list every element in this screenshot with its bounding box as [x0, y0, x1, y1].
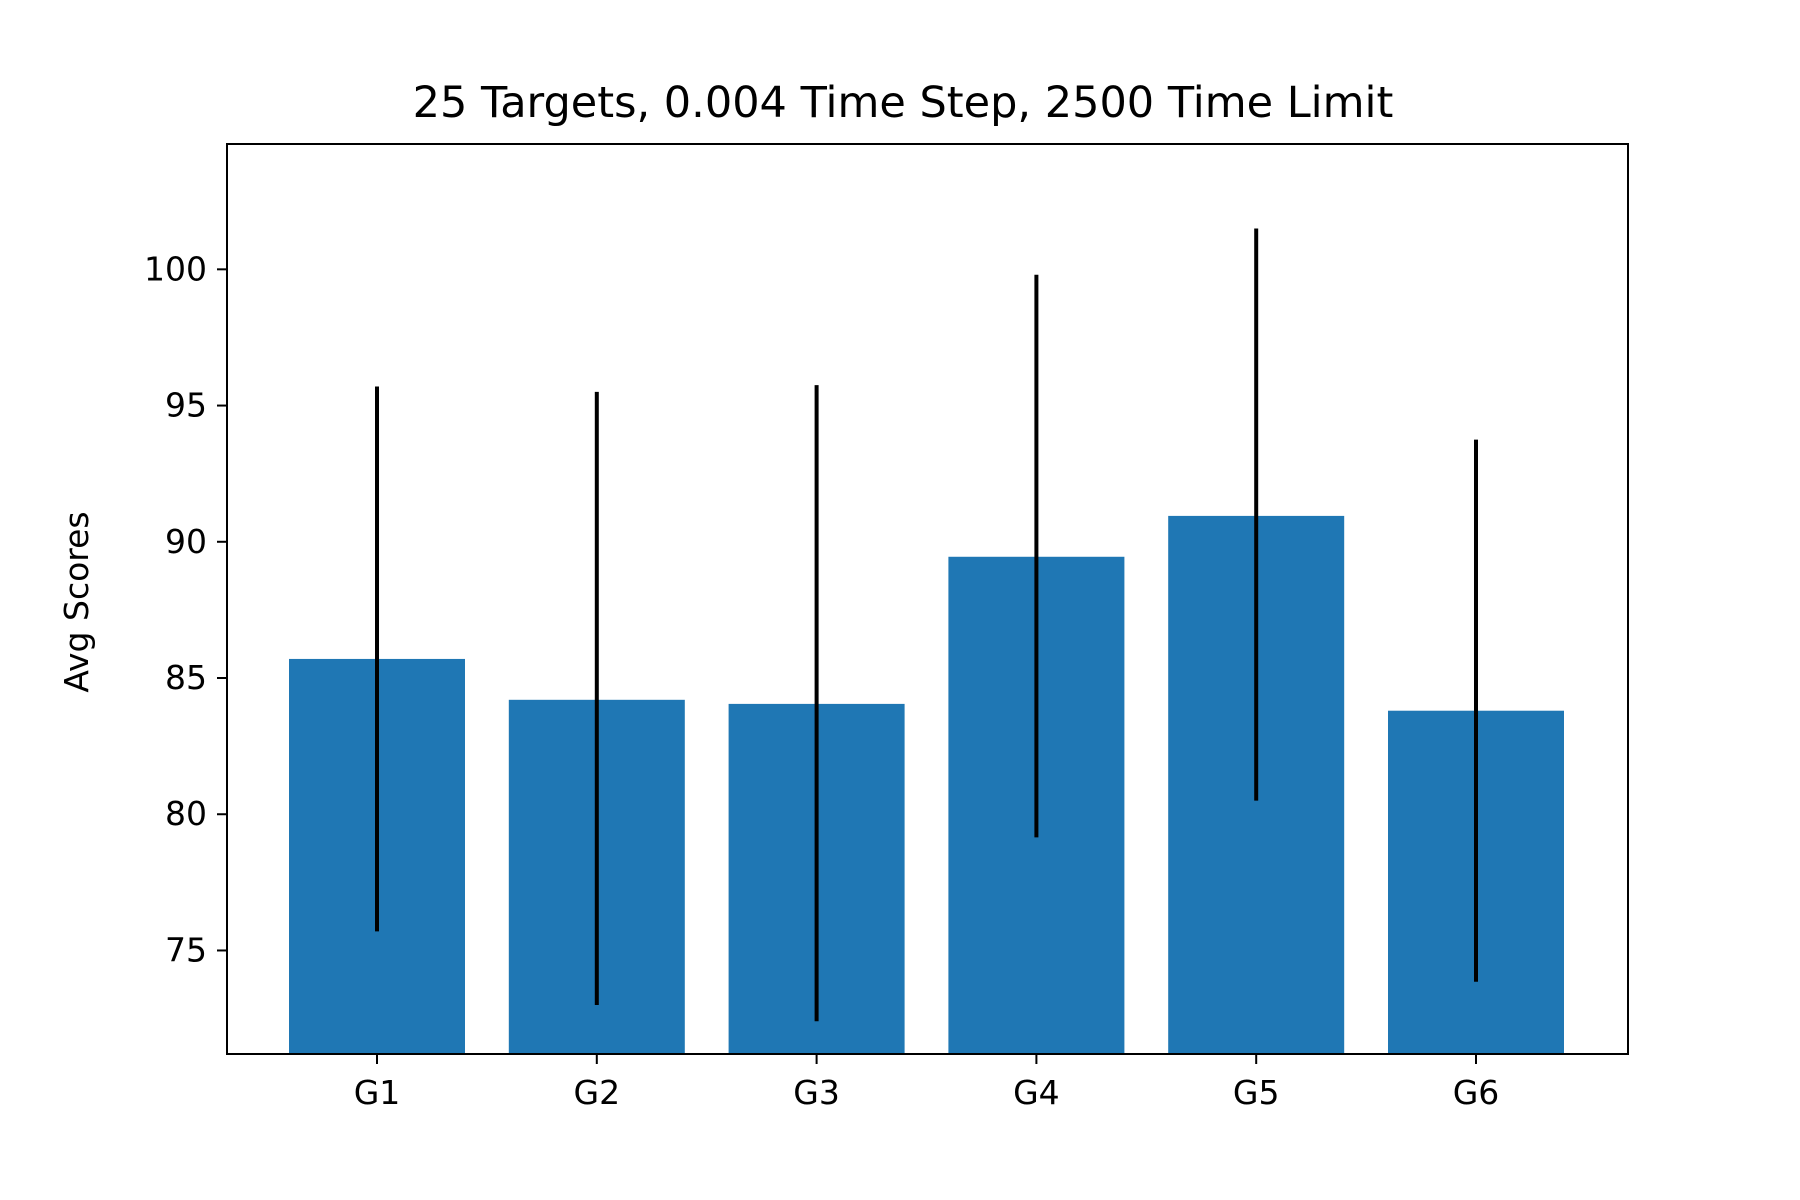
- y-tick-label: 90: [165, 522, 207, 561]
- x-tick-label: G6: [1453, 1073, 1500, 1112]
- y-tick-label: 95: [165, 386, 207, 425]
- y-tick-label: 85: [165, 658, 207, 697]
- x-axis: G1 G2 G3 G4 G5 G6: [354, 1054, 1500, 1112]
- bars-group: [289, 515, 1564, 1054]
- y-tick-label: 100: [144, 249, 207, 288]
- y-tick-label: 80: [165, 794, 207, 833]
- chart-title: 25 Targets, 0.004 Time Step, 2500 Time L…: [413, 78, 1394, 128]
- error-bars-group: [375, 228, 1478, 1022]
- plot-frame: [226, 143, 1629, 1055]
- x-tick-label: G5: [1233, 1073, 1280, 1112]
- y-tick-label: 75: [165, 930, 207, 969]
- x-tick-label: G1: [354, 1073, 401, 1112]
- x-tick-label: G4: [1013, 1073, 1060, 1112]
- y-axis: 75 80 85 90 95 100: [144, 249, 227, 969]
- y-axis-label: Avg Scores: [57, 511, 96, 692]
- x-tick-label: G2: [574, 1073, 621, 1112]
- x-tick-label: G3: [793, 1073, 840, 1112]
